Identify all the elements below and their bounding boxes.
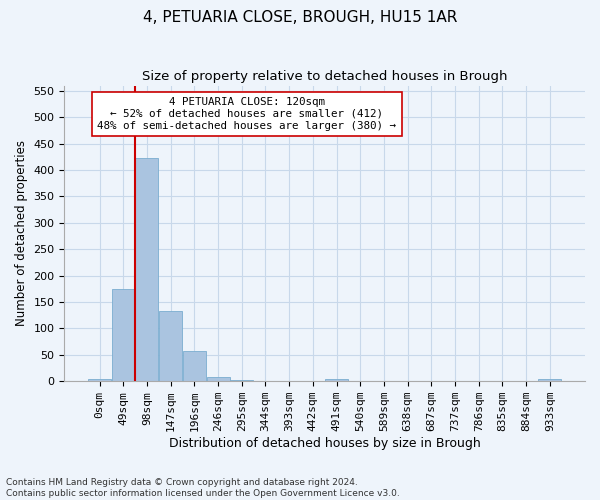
Bar <box>159 311 182 381</box>
Title: Size of property relative to detached houses in Brough: Size of property relative to detached ho… <box>142 70 508 83</box>
Bar <box>183 350 206 381</box>
Text: 4 PETUARIA CLOSE: 120sqm
← 52% of detached houses are smaller (412)
48% of semi-: 4 PETUARIA CLOSE: 120sqm ← 52% of detach… <box>97 98 396 130</box>
Text: Contains HM Land Registry data © Crown copyright and database right 2024.
Contai: Contains HM Land Registry data © Crown c… <box>6 478 400 498</box>
Bar <box>112 289 135 381</box>
Y-axis label: Number of detached properties: Number of detached properties <box>15 140 28 326</box>
Bar <box>206 377 230 381</box>
Bar <box>230 380 253 381</box>
Bar <box>538 379 562 381</box>
Bar <box>136 158 158 381</box>
X-axis label: Distribution of detached houses by size in Brough: Distribution of detached houses by size … <box>169 437 481 450</box>
Bar <box>88 378 111 381</box>
Text: 4, PETUARIA CLOSE, BROUGH, HU15 1AR: 4, PETUARIA CLOSE, BROUGH, HU15 1AR <box>143 10 457 25</box>
Bar <box>325 378 348 381</box>
